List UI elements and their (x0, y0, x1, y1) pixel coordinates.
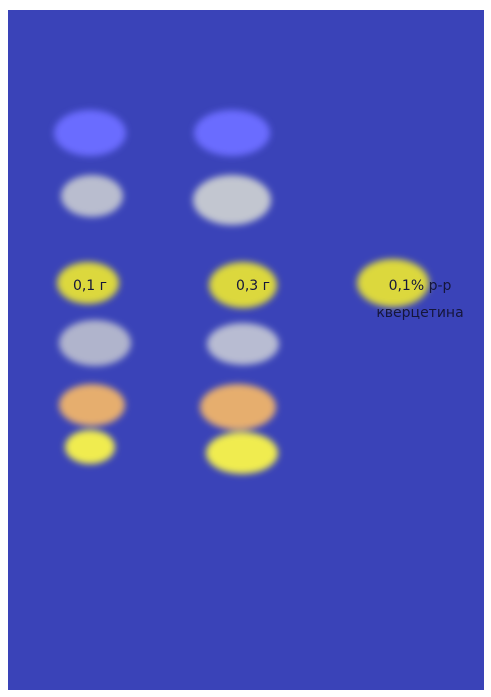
tlc-plate-image: 0,1 г 0,3 г 0,1% р-р кверцетина (0, 0, 491, 697)
spot (59, 320, 131, 366)
spot (61, 175, 123, 217)
spot (206, 432, 278, 474)
spot (200, 384, 276, 430)
lane-label: 0,1% р-р (389, 278, 452, 294)
page: 0,1 г 0,3 г 0,1% р-р кверцетина (() => {… (0, 0, 491, 697)
spot (59, 384, 125, 426)
spot (65, 430, 115, 464)
spot (194, 110, 270, 156)
lane-label: 0,3 г (236, 278, 270, 294)
lane-sublabel: кверцетина (376, 305, 463, 321)
spot (207, 323, 279, 365)
spot (193, 175, 271, 225)
lane-label: 0,1 г (73, 278, 107, 294)
spot (54, 110, 126, 156)
